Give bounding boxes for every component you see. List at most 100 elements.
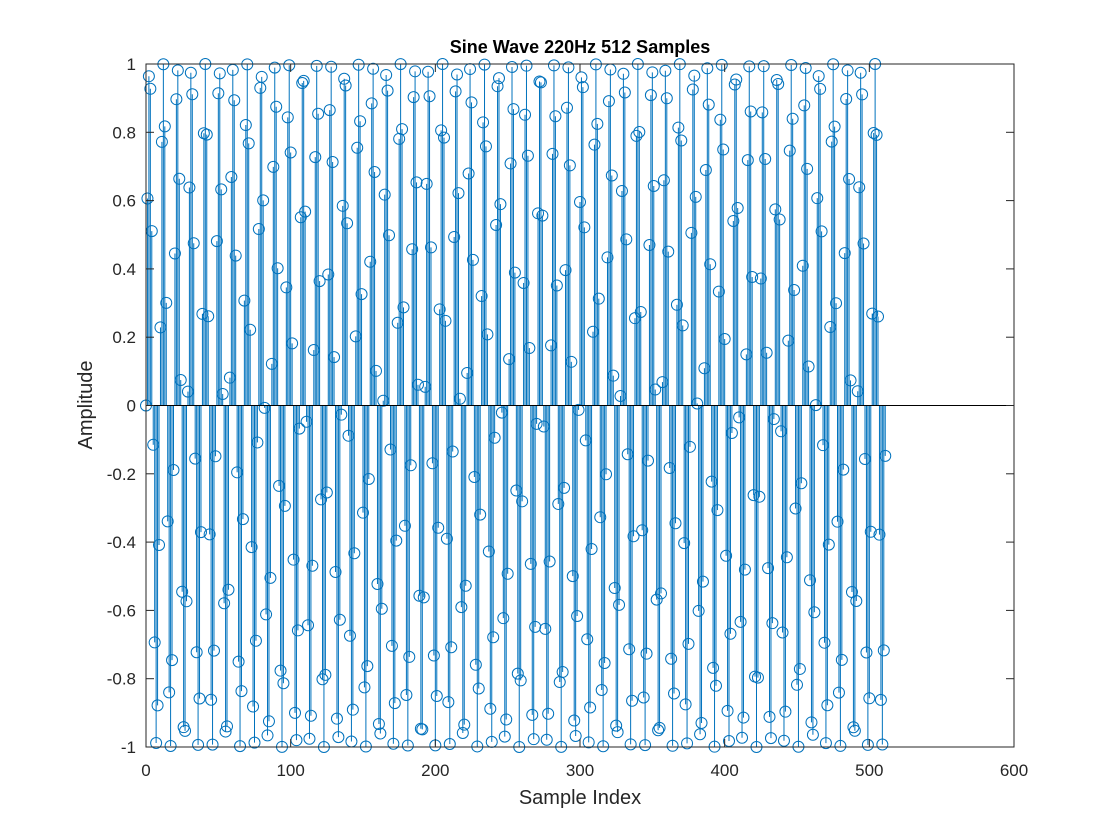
stem-marker xyxy=(194,526,207,539)
stem-marker xyxy=(672,121,685,134)
stem-marker xyxy=(605,169,618,182)
stem-marker xyxy=(397,301,410,314)
stem-marker xyxy=(670,298,683,311)
stem-marker xyxy=(166,654,179,667)
stem-marker xyxy=(221,720,234,733)
stem-marker xyxy=(296,77,309,90)
stem-marker xyxy=(325,60,338,73)
stem-marker xyxy=(218,597,231,610)
stem-marker xyxy=(560,101,573,114)
stem-marker xyxy=(196,307,209,320)
stem-marker xyxy=(853,181,866,194)
stem-marker xyxy=(475,290,488,303)
stem-marker xyxy=(630,129,643,142)
stem-marker xyxy=(482,545,495,558)
stem-marker xyxy=(498,730,511,743)
stem-marker xyxy=(702,98,715,111)
stem-marker xyxy=(228,94,241,107)
stem-marker xyxy=(478,58,491,71)
stem-marker xyxy=(410,176,423,189)
stem-marker xyxy=(378,188,391,201)
stem-marker xyxy=(222,583,235,596)
stem-marker xyxy=(252,223,265,236)
stem-marker xyxy=(320,486,333,499)
stem-marker xyxy=(848,724,861,737)
stem-marker xyxy=(780,551,793,564)
stem-marker xyxy=(575,71,588,84)
stem-marker xyxy=(244,323,257,336)
stem-marker xyxy=(306,559,319,572)
x-axis: 0 100 200 300 400 500 600 xyxy=(141,64,1028,780)
stem-marker xyxy=(530,417,543,430)
stem-marker xyxy=(469,658,482,671)
stem-marker xyxy=(762,562,775,575)
stem-marker xyxy=(791,678,803,691)
stem-marker xyxy=(701,62,714,75)
stem-marker xyxy=(400,688,413,701)
stem-marker xyxy=(598,657,611,670)
stem-marker xyxy=(455,601,468,614)
stem-marker xyxy=(725,426,738,439)
stem-marker xyxy=(432,521,445,534)
stem-marker xyxy=(210,235,223,248)
stem-marker xyxy=(362,472,375,485)
stem-marker xyxy=(245,541,258,554)
stem-marker xyxy=(801,162,814,175)
stem-marker xyxy=(304,709,317,722)
stem-marker xyxy=(319,668,332,681)
stem-marker xyxy=(766,617,779,630)
stem-marker xyxy=(668,687,681,700)
stem-marker xyxy=(549,110,562,123)
stem-marker xyxy=(860,646,873,659)
stem-marker xyxy=(351,141,364,154)
y-tick-label: -0.2 xyxy=(107,465,136,484)
stem-marker xyxy=(709,679,722,692)
stem-marker xyxy=(863,692,876,705)
stem-marker xyxy=(584,701,597,714)
stem-marker xyxy=(546,147,559,160)
stem-marker xyxy=(597,740,610,753)
x-tick-label: 100 xyxy=(276,761,304,780)
stem-marker xyxy=(299,205,312,218)
stem-marker xyxy=(650,593,663,606)
stem-marker xyxy=(721,704,734,717)
y-tick-label: -1 xyxy=(121,738,136,757)
stem-marker xyxy=(381,84,394,97)
stem-marker xyxy=(235,685,248,698)
stem-marker xyxy=(861,738,874,751)
stem-marker xyxy=(639,739,652,752)
stem-marker xyxy=(879,449,892,462)
stem-marker xyxy=(675,134,688,147)
stem-marker xyxy=(569,729,582,742)
stem-marker xyxy=(799,62,812,75)
stem-marker xyxy=(229,249,242,262)
stem-marker xyxy=(302,619,315,632)
stem-marker xyxy=(236,513,249,526)
y-axis-label: Amplitude xyxy=(75,361,97,450)
stem-marker xyxy=(202,310,215,323)
stem-marker xyxy=(160,296,173,309)
stem-marker xyxy=(212,87,225,100)
stem-marker xyxy=(591,117,604,130)
stem-marker xyxy=(844,374,857,387)
stem-marker xyxy=(508,266,521,279)
stem-marker xyxy=(556,665,569,678)
stem-marker xyxy=(283,59,296,72)
stem-marker xyxy=(167,463,180,476)
stem-marker xyxy=(608,582,621,595)
stem-marker xyxy=(164,739,177,752)
stem-marker xyxy=(772,77,785,90)
stem-marker xyxy=(234,740,247,753)
stem-marker xyxy=(601,251,614,264)
stem-marker xyxy=(383,229,396,242)
stem-marker xyxy=(416,723,429,736)
stem-marker xyxy=(216,387,229,400)
stem-marker xyxy=(832,686,845,699)
stem-marker xyxy=(398,519,411,532)
stem-marker xyxy=(174,374,187,387)
stem-marker xyxy=(477,116,490,129)
stem-marker xyxy=(313,275,326,288)
stem-marker xyxy=(641,454,654,467)
stem-marker xyxy=(417,591,430,604)
stem-marker xyxy=(785,59,798,72)
